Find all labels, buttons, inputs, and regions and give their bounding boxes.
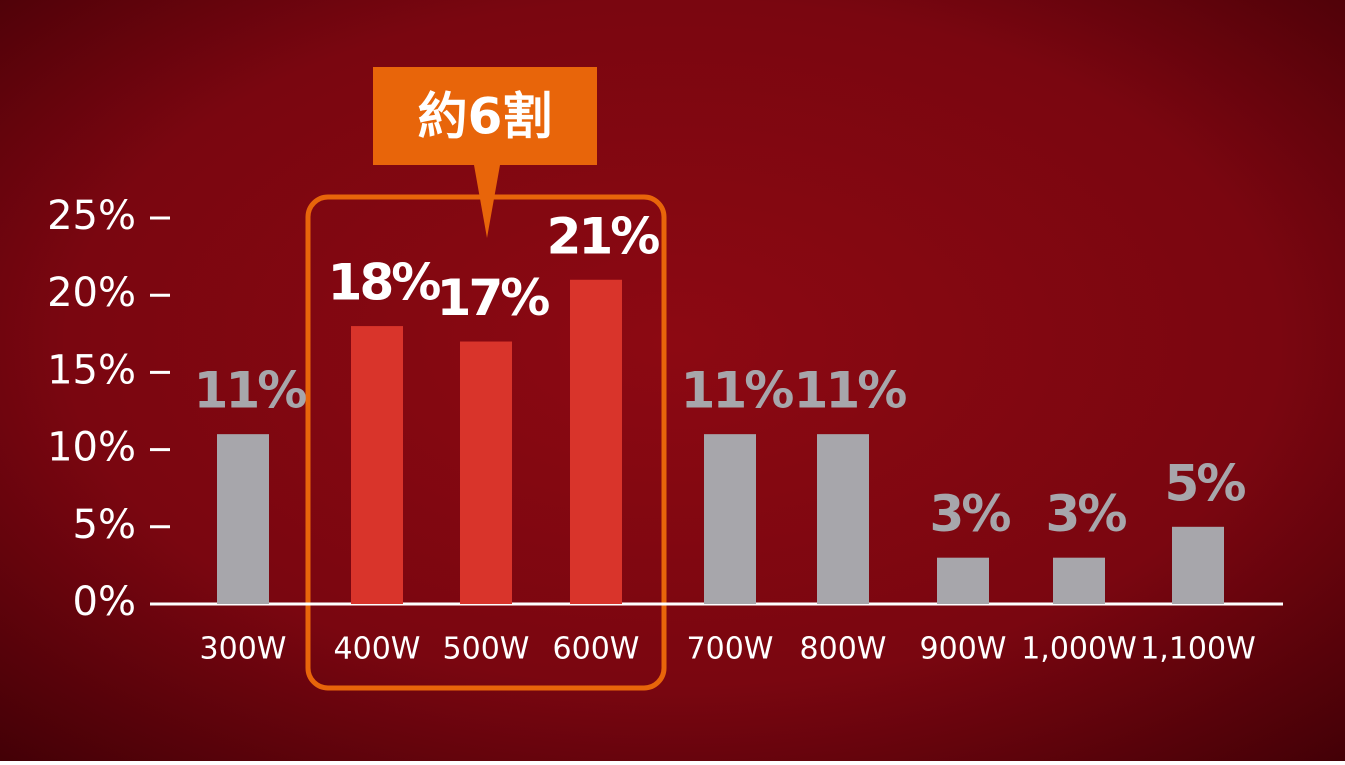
bar: [1053, 557, 1105, 604]
value-label: 11%: [681, 362, 794, 420]
y-tick-label: 15%: [47, 347, 136, 393]
x-tick-label: 500W: [443, 632, 530, 667]
bar: [1172, 526, 1224, 604]
bar: [817, 434, 869, 604]
bar: [460, 341, 512, 604]
value-label: 21%: [547, 207, 660, 265]
bar: [351, 326, 403, 604]
callout: [373, 67, 597, 238]
y-tick-label: 10%: [47, 425, 136, 471]
x-tick-label: 300W: [200, 632, 287, 667]
x-tick-label: 1,100W: [1140, 632, 1256, 667]
value-label: 18%: [328, 254, 441, 312]
x-tick-label: 400W: [334, 632, 421, 667]
bar: [937, 557, 989, 604]
x-tick-label: 800W: [800, 632, 887, 667]
annotation: 約6割: [418, 88, 553, 146]
x-tick-label: 600W: [553, 632, 640, 667]
value-label: 3%: [930, 485, 1011, 543]
x-tick-label: 1,000W: [1021, 632, 1137, 667]
y-tick-label: 0%: [73, 579, 136, 625]
value-label: 11%: [794, 362, 907, 420]
y-tick-label: 25%: [47, 193, 136, 239]
y-tick-label: 20%: [47, 270, 136, 316]
value-label: 17%: [437, 269, 550, 327]
x-tick-label: 700W: [687, 632, 774, 667]
bar: [217, 434, 269, 604]
x-tick-label: 900W: [920, 632, 1007, 667]
y-tick-label: 5%: [73, 502, 136, 548]
value-label: 3%: [1046, 485, 1127, 543]
bar: [704, 434, 756, 604]
value-label: 11%: [194, 362, 307, 420]
bar: [570, 279, 622, 604]
value-label: 5%: [1165, 454, 1246, 512]
